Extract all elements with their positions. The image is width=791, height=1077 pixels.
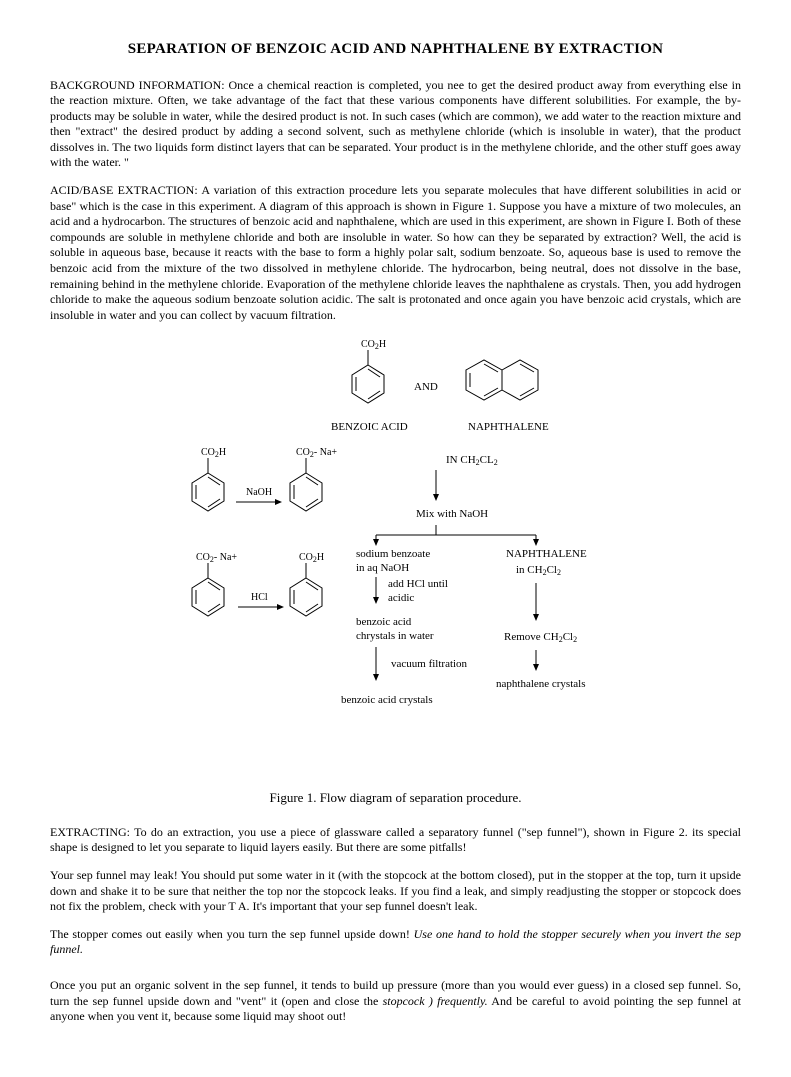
acidic-label: acidic [388,592,414,604]
naphthalene-label: NAPHTHALENE [468,421,549,433]
hcl-label: HCl [251,592,268,603]
vacuum-label: vacuum filtration [391,658,468,670]
benzoic-acid-label: BENZOIC ACID [331,421,408,433]
benzoic-chrystals-label: benzoic acid [356,616,412,628]
in-ch2cl2-label-2: in CH2Cl2 [516,564,561,577]
stopper-paragraph: The stopper comes out easily when you tu… [50,927,741,958]
and-label: AND [414,381,438,393]
in-ch2cl2-label: IN CH2CL2 [446,454,498,467]
stopper-text-a: The stopper comes out easily when you tu… [50,927,414,941]
remove-label: Remove CH2Cl2 [504,631,577,644]
sodium-benzoate-label: sodium benzoate [356,548,430,560]
naoh-label: NaOH [246,487,272,498]
svg-text:CO2- Na+: CO2- Na+ [296,447,337,459]
svg-text:CO2H: CO2H [299,552,324,564]
background-paragraph: BACKGROUND INFORMATION: Once a chemical … [50,78,741,172]
naphthalene-label-2: NAPHTHALENE [506,548,587,560]
benzoic-crystals-label: benzoic acid crystals [341,694,433,706]
chrystals-water-label: chrystals in water [356,630,434,642]
add-hcl-label: add HCl until [388,578,448,590]
leak-paragraph: Your sep funnel may leak! You should put… [50,868,741,915]
vent-text-b: stopcock ) frequently. [383,994,488,1008]
acid-base-paragraph: ACID/BASE EXTRACTION: A variation of thi… [50,183,741,323]
figure-caption: Figure 1. Flow diagram of separation pro… [50,790,741,807]
benzoic-acid-structure-3: CO2H [290,552,324,616]
benzoic-acid-structure: CO2H [352,339,386,403]
extracting-paragraph: EXTRACTING: To do an extraction, you use… [50,825,741,856]
in-aq-naoh-label: in aq NaOH [356,562,409,574]
vent-paragraph: Once you put an organic solvent in the s… [50,978,741,1025]
page-title: SEPARATION OF BENZOIC ACID AND NAPHTHALE… [50,40,741,60]
mix-naoh-label: Mix with NaOH [416,508,488,520]
naphthalene-structure [466,360,538,400]
svg-text:CO2H: CO2H [201,447,226,459]
sodium-benzoate-structure-2: CO2- Na+ [192,552,237,616]
naph-crystals-label: naphthalene crystals [496,678,586,690]
benzoic-acid-structure-2: CO2H [192,447,226,511]
flow-diagram: CO2H AND BENZOIC ACID NAPHTHALENE CO2H N… [50,335,741,770]
svg-text:CO2- Na+: CO2- Na+ [196,552,237,564]
svg-text:CO2H: CO2H [361,339,386,351]
sodium-benzoate-structure: CO2- Na+ [290,447,337,511]
